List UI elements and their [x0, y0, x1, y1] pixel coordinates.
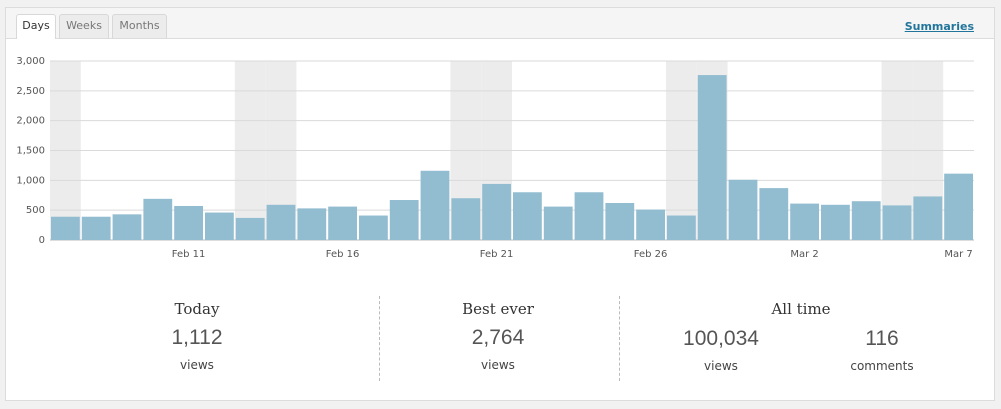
bar	[851, 201, 881, 240]
y-tick-label: 3,000	[16, 56, 45, 67]
stat-title: Best ever	[462, 300, 534, 318]
bar	[389, 200, 419, 240]
stat-unit: comments	[850, 359, 914, 373]
bar	[451, 198, 481, 240]
bar	[235, 217, 265, 240]
bar	[112, 214, 142, 240]
all-time: All time	[701, 300, 901, 318]
y-tick-label: 1,500	[16, 146, 45, 157]
bar	[543, 206, 573, 240]
bar	[205, 212, 234, 240]
x-tick-label: Feb 26	[634, 249, 668, 260]
bar	[513, 192, 542, 240]
separator	[379, 296, 380, 381]
bar	[482, 183, 511, 240]
x-tick-label: Feb 11	[172, 249, 206, 260]
bar	[759, 188, 789, 240]
bar	[636, 209, 665, 240]
bar	[51, 216, 80, 240]
stat-title: All time	[771, 300, 831, 318]
bar	[882, 205, 912, 240]
stat-unit: views	[180, 358, 214, 372]
all-time-views: 100,034 views	[621, 327, 821, 373]
tab[interactable]: Weeks	[59, 14, 109, 38]
bar	[605, 203, 635, 240]
tab[interactable]: Months	[112, 14, 167, 38]
bar	[697, 75, 727, 240]
x-tick-label: Feb 21	[480, 249, 514, 260]
tab-bar: Days Weeks Months Summaries	[6, 8, 994, 39]
x-tick-label: Mar 7	[944, 249, 972, 260]
tab[interactable]: Days	[16, 14, 56, 39]
bar	[359, 215, 388, 240]
y-tick-label: 2,000	[16, 116, 45, 127]
bar	[790, 203, 819, 240]
bar	[944, 173, 973, 240]
chart: 0 500 1,000 1,500 2,000 2,500 3,000 Feb 11 Feb 1…	[16, 56, 974, 260]
x-tick-label: Mar 2	[790, 249, 818, 260]
stat-value: 116	[865, 327, 899, 350]
bar	[574, 192, 604, 240]
bar	[174, 205, 203, 240]
best-ever: Best ever 2,764 views	[398, 300, 598, 372]
stat-unit: views	[704, 359, 738, 373]
stat-value: 1,112	[171, 326, 223, 349]
summaries-link[interactable]: Summaries	[904, 20, 974, 33]
stat-title: Today	[174, 300, 220, 318]
today: Today 1,112 views	[97, 300, 297, 372]
bar	[81, 216, 111, 240]
bar	[728, 179, 758, 240]
bar	[821, 204, 850, 240]
bar	[143, 198, 173, 240]
bar	[420, 170, 450, 240]
bar	[913, 196, 943, 240]
bar	[328, 206, 357, 240]
y-tick-label: 500	[26, 205, 45, 216]
stat-value: 2,764	[471, 326, 525, 349]
y-tick-label: 2,500	[16, 86, 45, 97]
bar	[266, 204, 296, 240]
x-tick-label: Feb 16	[326, 249, 360, 260]
all-time-comments: 116 comments	[782, 327, 982, 373]
bar	[297, 208, 327, 240]
bar	[667, 215, 696, 240]
y-tick-label: 0	[39, 235, 45, 246]
stats-box: Days Weeks Months Summaries 0 500 1,000 1,5…	[5, 7, 995, 401]
y-tick-label: 1,000	[16, 175, 45, 186]
stat-value: 100,034	[683, 327, 759, 350]
separator	[619, 296, 620, 381]
stat-unit: views	[481, 358, 515, 372]
